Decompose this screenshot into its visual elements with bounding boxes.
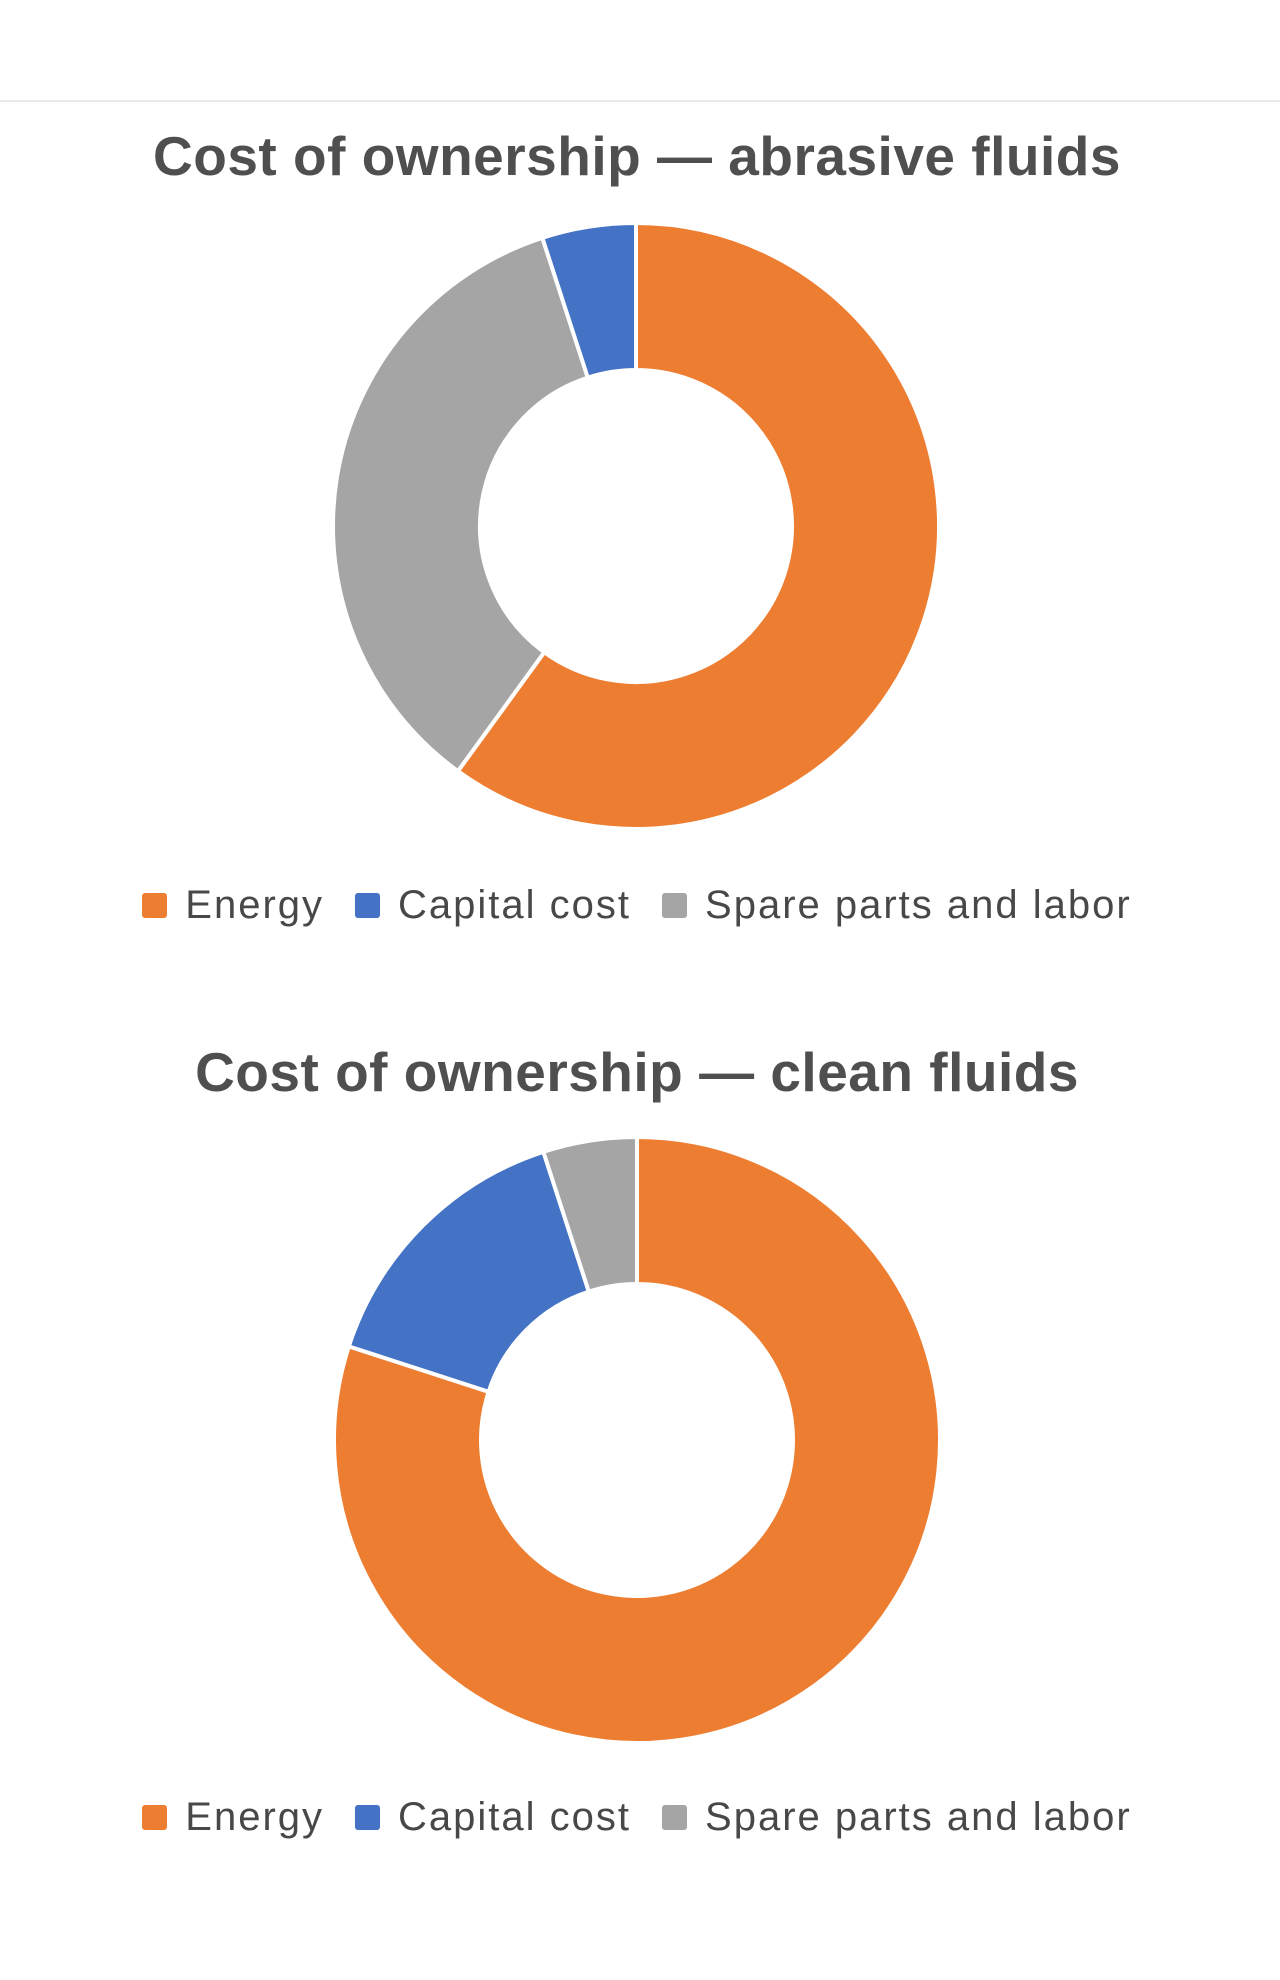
legend-label-capital-cost: Capital cost	[398, 1794, 632, 1839]
chart-title-clean-fluids: Cost of ownership — clean fluids	[195, 1041, 1079, 1103]
legend-item-spare-parts-and-labor: Spare parts and labor	[662, 883, 1132, 928]
legend-swatch-energy	[142, 892, 168, 918]
donut-slice-spare-parts-and-labor	[540, 1134, 639, 1295]
donut-chart-clean-fluids	[332, 1134, 942, 1745]
legend-label-spare-parts-and-labor: Spare parts and labor	[705, 882, 1132, 927]
legend-swatch-energy	[142, 1804, 168, 1830]
legend-item-energy: Energy	[142, 883, 324, 928]
donut-slice-capital-cost	[346, 1149, 592, 1395]
legend-item-spare-parts-and-labor: Spare parts and labor	[662, 1795, 1132, 1840]
legend-label-spare-parts-and-labor: Spare parts and labor	[705, 1794, 1132, 1839]
legend-swatch-spare-parts-and-labor	[662, 1804, 688, 1830]
legend-swatch-capital-cost	[355, 892, 381, 918]
donut-slice-capital-cost	[539, 220, 638, 381]
legend-label-energy: Energy	[185, 1794, 325, 1839]
legend-label-capital-cost: Capital cost	[398, 882, 632, 927]
legend-item-capital-cost: Capital cost	[355, 883, 631, 928]
legend-item-energy: Energy	[142, 1795, 324, 1840]
legend-swatch-spare-parts-and-labor	[662, 892, 688, 918]
legend-clean-fluids: Energy Capital cost Spare parts and labo…	[0, 1792, 1274, 1842]
chart-title-abrasive-fluids: Cost of ownership — abrasive fluids	[153, 125, 1121, 187]
legend-label-energy: Energy	[185, 882, 325, 927]
donut-chart-abrasive-fluids	[331, 220, 941, 831]
donut-slice-spare-parts-and-labor	[331, 235, 591, 774]
legend-item-capital-cost: Capital cost	[355, 1795, 631, 1840]
donut-slice-energy	[455, 220, 941, 831]
donut-slice-energy	[332, 1134, 942, 1745]
legend-swatch-capital-cost	[355, 1804, 381, 1830]
legend-abrasive-fluids: Energy Capital cost Spare parts and labo…	[0, 880, 1274, 930]
top-divider-line	[0, 100, 1280, 102]
